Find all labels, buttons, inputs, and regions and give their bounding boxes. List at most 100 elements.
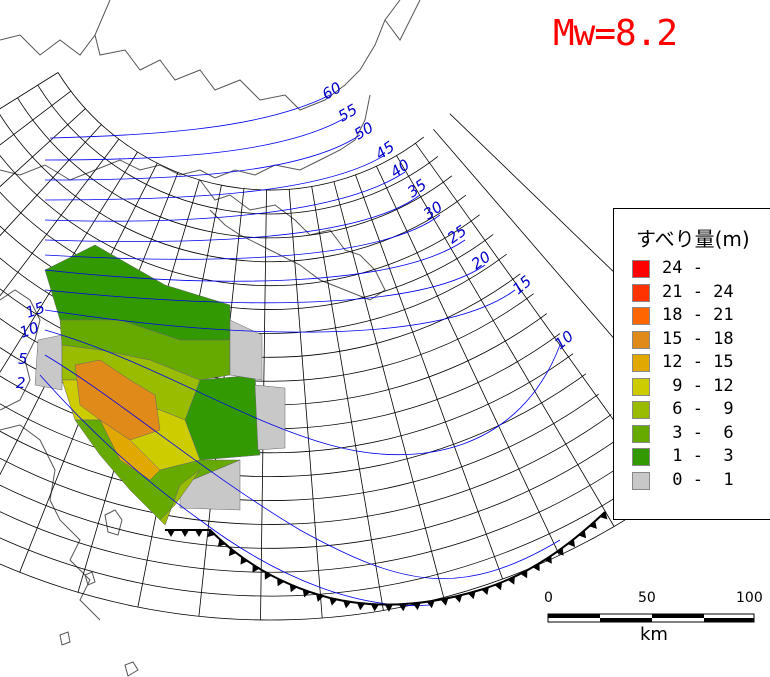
grid-radial [355,174,503,580]
legend-label: 9 - 12 [662,375,734,396]
legend-swatch [632,260,650,278]
scale-tick-label: 0 [544,590,553,606]
contour-15 [44,289,516,333]
coastline-north [0,0,421,111]
trench-tooth [507,576,515,585]
scale-bar: 0 50 100 km [540,590,763,650]
trench-tooth [481,587,489,595]
legend-swatch [632,283,650,302]
trench-tooth [329,597,338,606]
trench-tooth [370,604,379,612]
legend-swatch [632,424,650,443]
legend-label: 6 - 9 [662,399,734,419]
coastline-southwest [0,424,101,621]
contour-2 [39,374,431,606]
slip-patch-grey-southeast [254,384,286,451]
legend-label: 24 - [662,258,703,278]
legend-swatch [632,471,650,490]
contour-label: 10 [17,318,41,341]
legend-label: 3 - 6 [662,422,734,443]
contour-40 [44,171,406,222]
slip-patch-grey-west [34,334,63,391]
contour-label: 30 [420,198,446,224]
contour-50 [44,134,361,181]
trench-tooth [343,600,351,609]
grid-arc [0,495,662,621]
slip-patch-grey-east [229,319,263,381]
grid-radial [0,72,59,110]
slip-patch-lightgreen-south [129,469,201,526]
slip-patch-orange-core [74,359,161,441]
scale-bar-graphic [547,613,755,623]
trench-tooth [467,591,476,600]
contour-20 [44,264,486,304]
contour-60 [49,94,331,139]
island-small-1 [104,509,123,536]
trench-tooth [181,530,189,537]
legend-label: 18 - 21 [662,305,734,325]
trench-tooth [567,539,575,548]
legend-label: 12 - 15 [662,352,734,372]
trench-tooth [207,529,215,538]
grid-radial [396,155,615,527]
grid-radial [0,151,138,373]
contour-label: 35 [404,176,430,202]
grid-arc [0,454,637,573]
contour-45 [44,154,386,201]
island-small-2 [84,571,96,586]
contour-label: 5 [18,350,28,368]
grid-radial [0,108,86,188]
contour-label: 20 [468,248,494,274]
trench-tooth [520,570,528,579]
trench-tooth [228,548,237,557]
grid-radial [311,186,384,611]
legend-swatch [632,377,650,396]
trench-tooth [454,595,463,603]
trench-tooth [426,600,435,609]
island-small-3 [59,631,71,646]
legend-swatch [632,330,650,349]
contour-label: 2 [16,374,26,392]
contour-label: 60 [319,78,345,103]
contour-5 [44,354,561,580]
slip-patch-darkgreen-south [74,419,241,526]
trench-tooth [277,578,285,587]
contour-label: 45 [372,138,398,164]
trench-tooth [289,584,298,593]
trench-tooth [217,539,226,547]
grid-arc [57,72,425,191]
contour-label: 15 [23,298,47,321]
trench-line [165,511,606,606]
magnitude-title: Mw=8.2 [553,13,678,54]
grid-radial [0,90,72,146]
contour-25 [44,239,466,282]
trench-tooth [440,598,449,606]
depth-contours [39,94,561,606]
contour-label: 15 [509,272,535,298]
island-small-4 [124,661,139,677]
legend-swatch [632,448,650,466]
grid-radial [333,181,445,598]
legend-swatch [632,354,650,372]
contour-10 [44,329,561,455]
contour-35 [44,194,421,242]
trench-tooth [384,604,393,612]
grid-arc [0,114,467,263]
grid-radial [376,166,560,556]
trench-tooth [532,563,540,572]
legend-label: 21 - 24 [662,281,734,302]
grid-arc [0,475,650,597]
trench-tooth [167,530,175,537]
trench-teeth [167,511,608,612]
trench-tooth [302,589,311,598]
contour-30 [44,214,441,260]
trench-tooth [195,530,203,537]
contour-55 [44,117,346,161]
legend-title: すべり量(m) [636,227,750,251]
scale-tick-label: 100 [736,590,763,606]
slip-legend: すべり量(m) 24 - 21 - 24 18 - 21 15 - 18 12 - 15… [613,208,770,520]
trench-tooth [556,547,564,556]
trench-tooth [412,602,421,611]
trench-tooth [252,564,260,573]
